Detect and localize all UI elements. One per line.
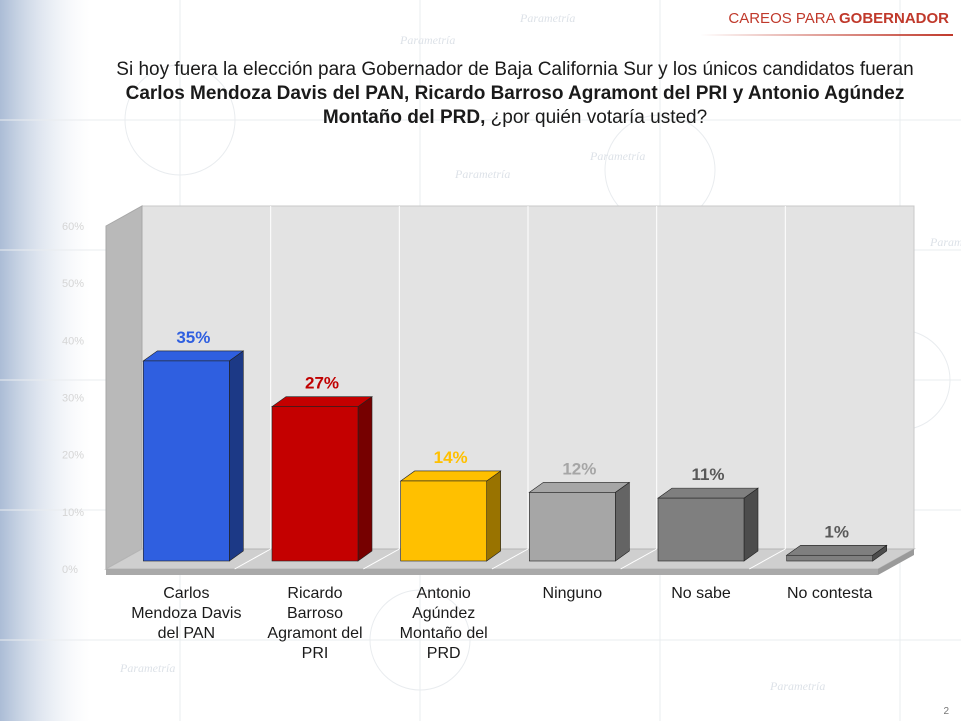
category-label-line: Barroso	[286, 605, 344, 622]
data-label: 11%	[691, 465, 724, 484]
chart-gridline	[363, 548, 400, 570]
watermark-text: Parametría	[399, 33, 455, 47]
category-label: Ricardo Barroso Agramont del PRI	[255, 584, 375, 664]
category-label-line: Agúndez	[412, 605, 476, 622]
survey-question: Si hoy fuera la elección para Gobernador…	[80, 58, 950, 130]
watermark-text: Parametría	[589, 149, 645, 163]
chart-floor-side	[878, 549, 914, 575]
bar-front-face	[271, 406, 359, 562]
section-tag-bold: GOBERNADOR	[838, 10, 949, 27]
category-label-line: Mendoza Davis	[131, 605, 242, 622]
y-tick-label: 60%	[62, 221, 84, 233]
bar-top-face	[528, 482, 631, 493]
bar-top-face	[785, 544, 888, 556]
category-label: No contesta	[770, 584, 890, 604]
chart-side-wall	[105, 205, 143, 570]
bar-top-face	[271, 396, 373, 407]
bar-side-face	[357, 396, 373, 562]
data-label: 14%	[434, 448, 468, 467]
question-line-3-rest: ¿por quién votaría usted?	[485, 107, 708, 128]
chart-gridline	[234, 548, 271, 570]
bar	[528, 481, 631, 562]
question-line-2: Carlos Mendoza Davis del PAN, Ricardo Ba…	[125, 83, 905, 104]
question-line-3-bold: Montaño del PRD,	[322, 107, 486, 128]
data-label: 27%	[305, 374, 339, 393]
category-label-line: Ninguno	[542, 585, 603, 602]
bar-side-face	[615, 481, 630, 562]
bar-side-face	[229, 350, 244, 562]
category-label-line: No sabe	[671, 585, 731, 602]
category-label-line: PRD	[426, 645, 461, 662]
category-label-line: Montaño del	[399, 625, 488, 642]
bar-top-face	[399, 470, 502, 482]
page-number: 2	[943, 706, 949, 717]
category-label-line: PRI	[301, 645, 329, 662]
bar-front-face	[400, 480, 487, 562]
bar-front-face	[529, 492, 616, 562]
category-label: Antonio Agúndez Montaño del PRD	[384, 584, 504, 664]
category-label-line: Agramont del	[267, 625, 363, 642]
bar	[142, 350, 245, 562]
bar-top-face	[142, 350, 245, 362]
watermark-text: Parametría	[769, 679, 825, 693]
watermark-text: Parametría	[519, 11, 575, 25]
bar	[657, 487, 759, 562]
bar	[399, 470, 502, 562]
y-tick-label: 40%	[62, 335, 84, 347]
watermark-text: Parametría	[454, 167, 510, 181]
watermark-text: Parametría	[119, 661, 175, 675]
category-label-line: Carlos	[163, 585, 210, 602]
bar-front-face	[143, 360, 230, 562]
header-rule	[700, 34, 953, 36]
y-tick-label: 20%	[62, 450, 84, 462]
section-tag: CAREOS PARA GOBERNADOR	[728, 10, 949, 27]
bar-top-face	[657, 487, 759, 499]
chart-gridline	[620, 548, 657, 570]
data-label: 35%	[176, 328, 210, 347]
question-line-1: Si hoy fuera la elección para Gobernador…	[116, 59, 914, 80]
chart-gridline	[491, 548, 529, 570]
y-tick-label: 50%	[62, 278, 84, 290]
data-label: 1%	[824, 522, 849, 541]
bar	[785, 544, 888, 562]
category-label: Carlos Mendoza Davis del PAN	[126, 584, 246, 644]
watermark-text: Parametría	[929, 235, 961, 249]
bar-front-face	[786, 554, 873, 562]
category-label-line: Antonio	[416, 585, 471, 602]
category-label-line: No contesta	[786, 585, 873, 602]
data-label: 12%	[562, 459, 596, 478]
category-label: Ninguno	[512, 584, 632, 604]
section-tag-normal: CAREOS PARA	[728, 10, 835, 27]
category-label: No sabe	[641, 584, 761, 604]
chart-floor-edge	[106, 569, 878, 575]
bar-front-face	[657, 497, 745, 562]
bar-side-face	[486, 470, 501, 562]
bar-side-face	[743, 487, 759, 562]
category-label-line: del PAN	[157, 625, 216, 642]
y-tick-label: 10%	[62, 507, 84, 519]
category-label-line: Ricardo	[287, 585, 343, 602]
y-tick-label: 0%	[62, 564, 78, 576]
chart-gridline	[749, 548, 786, 570]
y-tick-label: 30%	[62, 393, 84, 405]
bar	[271, 396, 373, 562]
